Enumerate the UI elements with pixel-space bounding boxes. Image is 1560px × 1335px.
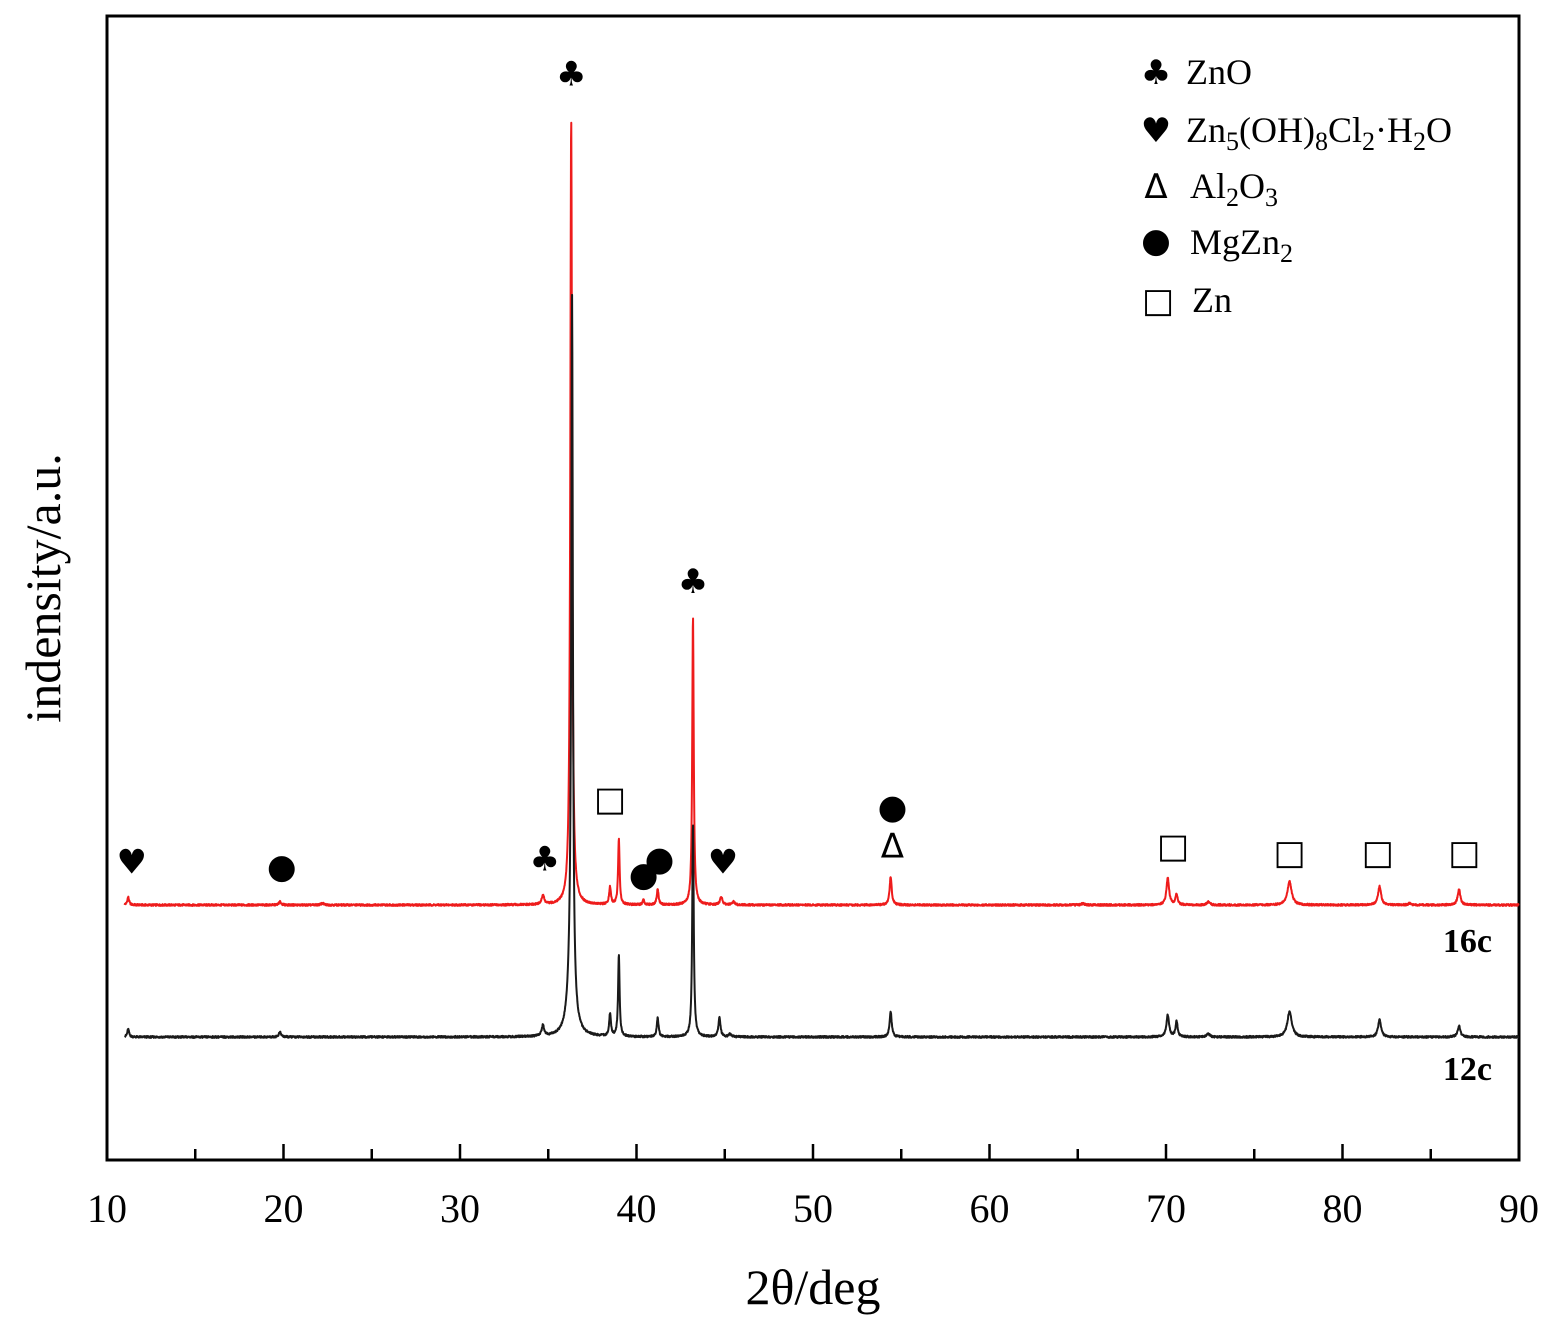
legend-label-mgzn2: MgZn2 (1190, 222, 1293, 268)
legend: ♣ ZnO ♥ Zn5(OH)8Cl2·H2O Δ Al2O3 ● MgZn2 … (1141, 52, 1452, 321)
x-axis-ticks (105, 1144, 1521, 1160)
x-tick-label-40: 40 (617, 1186, 657, 1231)
legend-label-zinc-hydroxychloride: Zn5(OH)8Cl2·H2O (1186, 110, 1452, 156)
legend-symbol-club: ♣ (1141, 53, 1171, 93)
peak-marker-square-12: □ (1273, 833, 1305, 873)
x-tick-label-50: 50 (793, 1186, 833, 1231)
peak-marker-circle-7: ● (645, 839, 675, 879)
series-layer (123, 121, 1520, 1039)
peak-marker-circle-5: ● (267, 847, 297, 887)
peak-marker-square-10: □ (594, 779, 626, 819)
peak-marker-heart-3: ♥ (116, 842, 146, 882)
x-tick-label-10: 10 (87, 1186, 127, 1231)
peak-marker-square-14: □ (1448, 833, 1480, 873)
peak-marker-circle-8: ● (878, 787, 908, 827)
peak-marker-club-2: ♣ (529, 839, 559, 879)
x-tick-label-60: 60 (970, 1186, 1010, 1231)
series-label-16c: 16c (1443, 923, 1492, 960)
x-tick-label-20: 20 (264, 1186, 304, 1231)
peak-marker-heart-4: ♥ (708, 842, 738, 882)
legend-symbol-square: □ (1142, 281, 1174, 321)
legend-label-zno: ZnO (1186, 52, 1252, 92)
peak-marker-square-13: □ (1362, 833, 1394, 873)
series-line-16c (123, 121, 1520, 907)
legend-label-zn: Zn (1192, 280, 1232, 320)
peak-marker-square-11: □ (1157, 827, 1189, 867)
peak-annotations: ♣♣♣♥ ♥● ●●●Δ□□ □ □ □ (116, 54, 1480, 895)
series-label-12c: 12c (1443, 1051, 1492, 1088)
y-axis-title: indensity/a.u. (15, 453, 71, 722)
x-axis-tick-labels: 10 20 30 40 50 60 70 80 90 (87, 1186, 1539, 1231)
plot-frame (105, 14, 1521, 1162)
legend-label-al2o3: Al2O3 (1190, 166, 1278, 212)
x-tick-label-30: 30 (440, 1186, 480, 1231)
legend-symbol-heart: ♥ (1141, 111, 1171, 151)
peak-marker-circle-6: ● (629, 855, 659, 895)
legend-symbol-circle: ● (1141, 221, 1171, 261)
series-line-12c (123, 293, 1520, 1039)
x-tick-label-70: 70 (1146, 1186, 1186, 1231)
x-tick-label-80: 80 (1323, 1186, 1363, 1231)
peak-marker-triangle-9: Δ (881, 827, 904, 867)
peak-marker-club-1: ♣ (678, 562, 708, 602)
peak-marker-club-0: ♣ (556, 54, 586, 94)
x-tick-label-90: 90 (1499, 1186, 1539, 1231)
x-axis-title: 2θ/deg (745, 1259, 880, 1315)
legend-symbol-triangle: Δ (1144, 167, 1167, 207)
